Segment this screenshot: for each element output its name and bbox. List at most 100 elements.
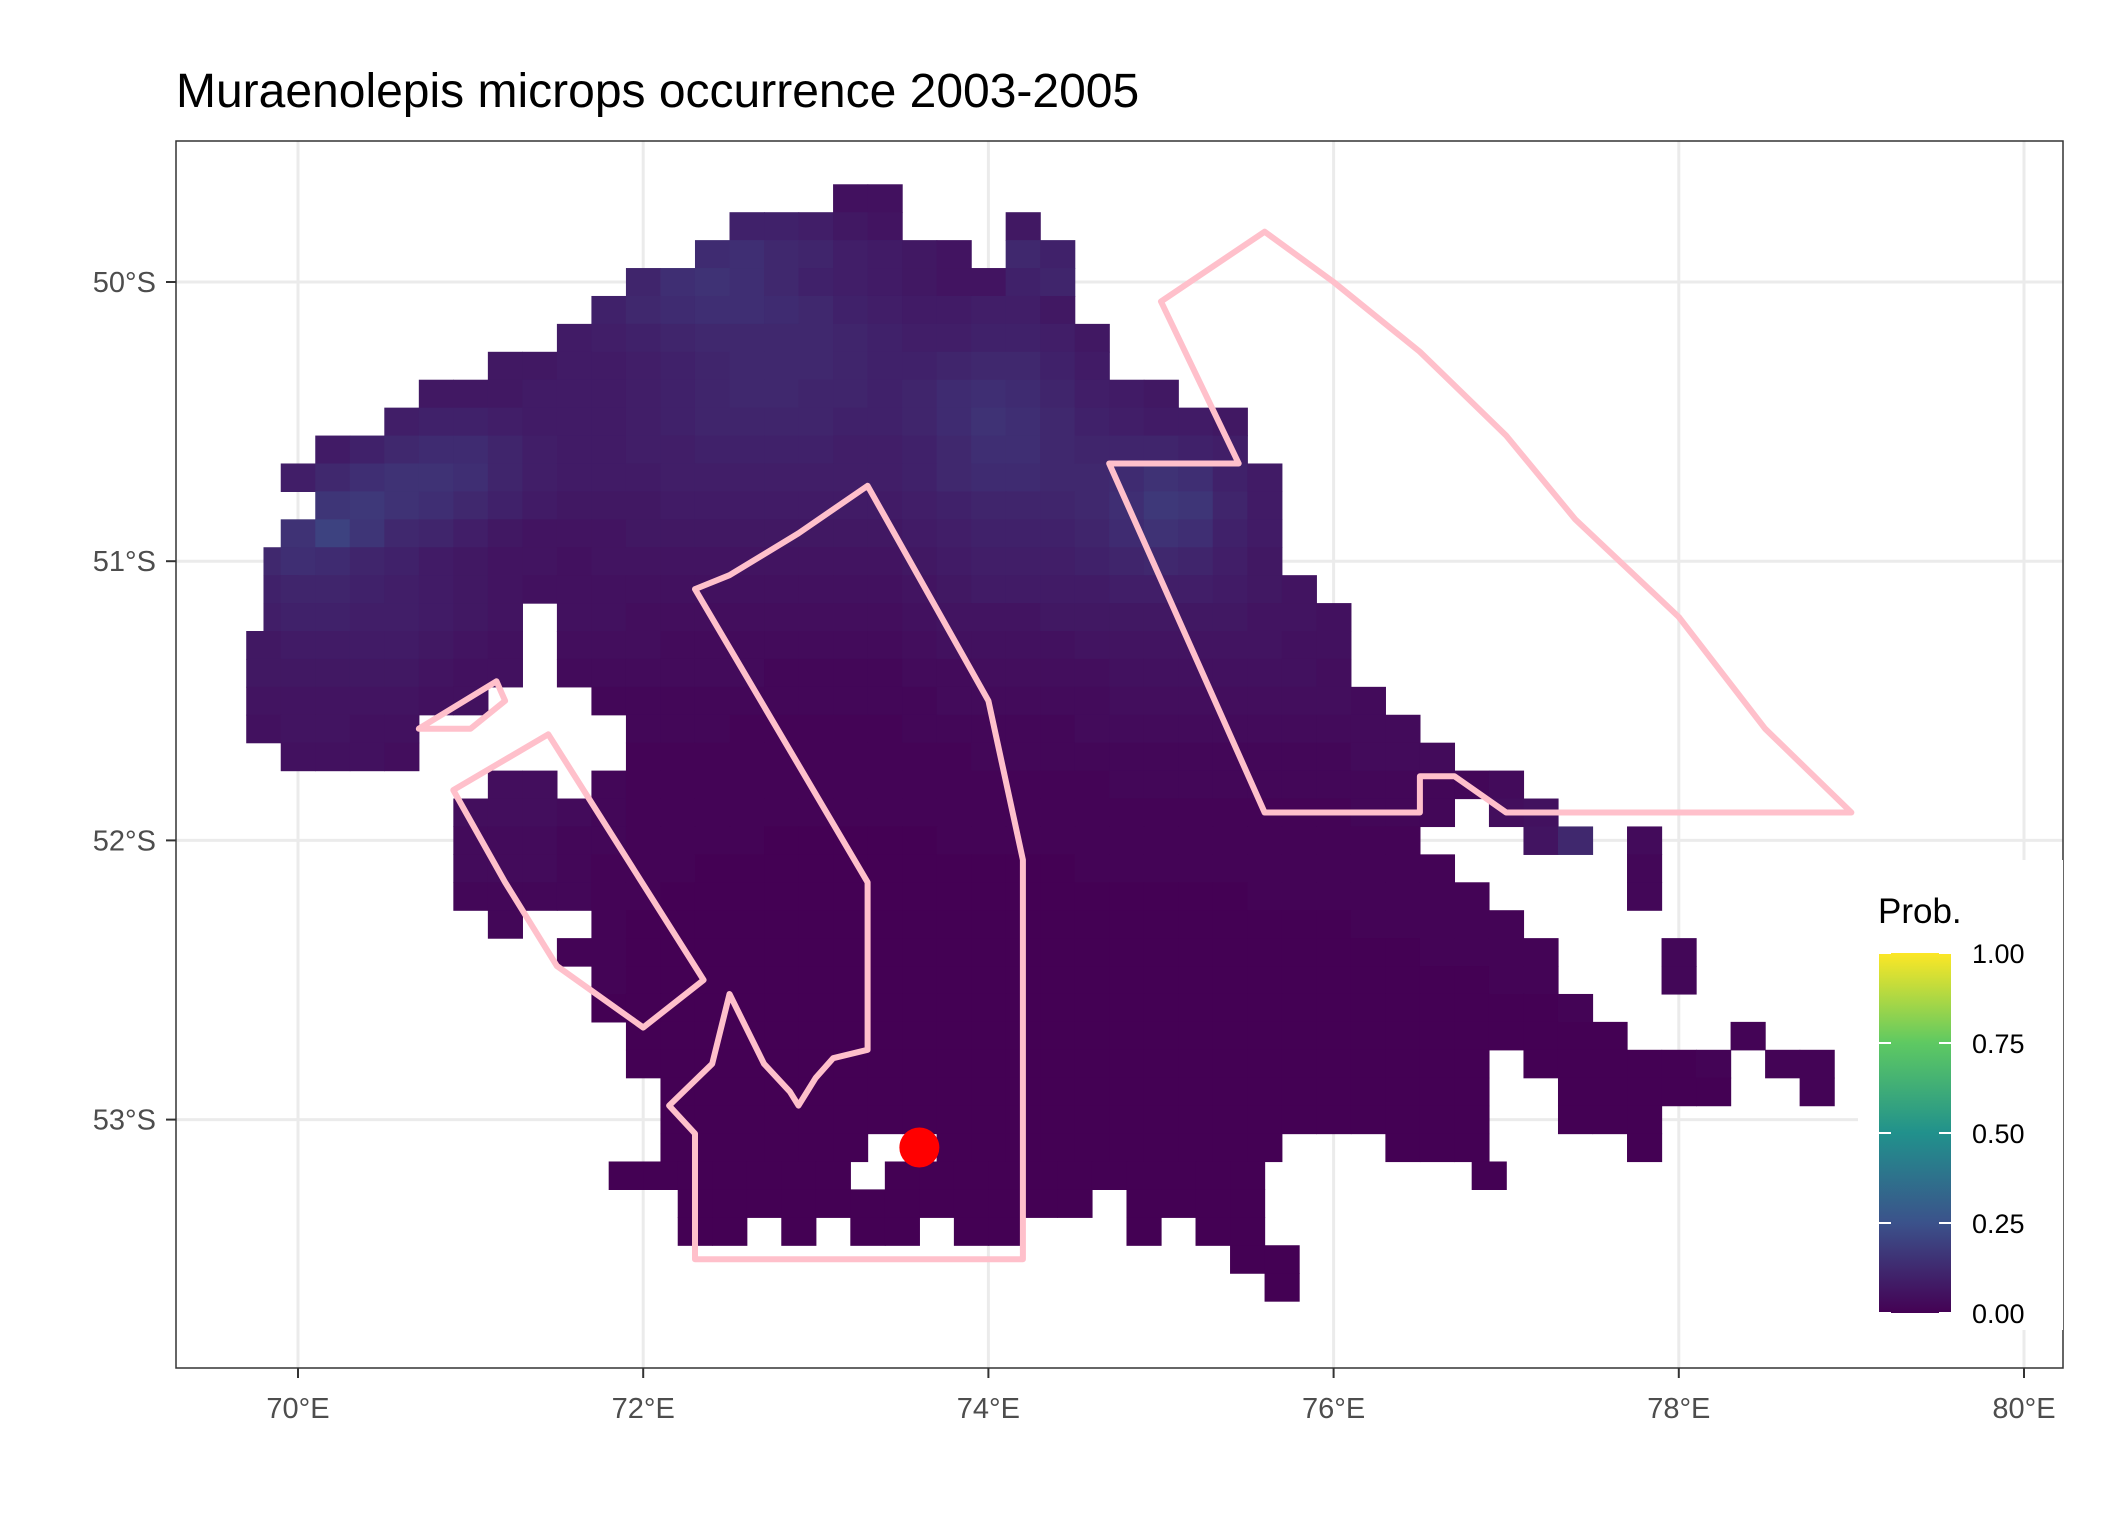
heatmap-cell bbox=[694, 1077, 731, 1107]
heatmap-cell bbox=[1281, 826, 1317, 855]
heatmap-cell bbox=[1040, 686, 1076, 716]
heatmap-cell bbox=[1523, 1021, 1559, 1051]
heatmap-cell bbox=[867, 910, 903, 939]
heatmap-cell bbox=[867, 826, 903, 855]
heatmap-cell bbox=[902, 351, 938, 381]
heatmap-cell bbox=[798, 1133, 834, 1163]
heatmap-cell bbox=[660, 323, 696, 353]
heatmap-cell bbox=[591, 966, 627, 995]
heatmap-cell bbox=[591, 686, 627, 716]
heatmap-cell bbox=[798, 547, 834, 576]
heatmap-cell bbox=[1419, 1133, 1456, 1163]
heatmap-cell bbox=[660, 379, 696, 409]
heatmap-cell bbox=[694, 770, 731, 800]
heatmap-cell bbox=[694, 1105, 731, 1135]
heatmap-cell bbox=[867, 631, 903, 660]
heatmap-cell bbox=[556, 323, 593, 353]
heatmap-cell bbox=[1040, 770, 1076, 800]
heatmap-cell bbox=[591, 519, 627, 548]
heatmap-cell bbox=[384, 407, 420, 437]
heatmap-cell bbox=[487, 910, 523, 939]
heatmap-cell bbox=[591, 407, 627, 437]
heatmap-cell bbox=[1488, 1021, 1525, 1051]
heatmap-cell bbox=[833, 798, 869, 828]
heatmap-cell bbox=[729, 1077, 765, 1107]
heatmap-cell bbox=[1247, 993, 1283, 1023]
heatmap-cell bbox=[936, 686, 972, 716]
heatmap-cell bbox=[1247, 1133, 1283, 1163]
heatmap-cell bbox=[867, 658, 903, 688]
heatmap-cell bbox=[1074, 1077, 1110, 1107]
heatmap-cell bbox=[764, 323, 800, 353]
heatmap-cell bbox=[1143, 1077, 1179, 1107]
heatmap-cell bbox=[729, 323, 765, 353]
heatmap-cell bbox=[867, 1105, 903, 1135]
heatmap-cell bbox=[453, 435, 489, 465]
heatmap-cell bbox=[1230, 1245, 1266, 1274]
heatmap-cell bbox=[453, 854, 489, 883]
heatmap-cell bbox=[1765, 1049, 1801, 1079]
heatmap-cell bbox=[1316, 993, 1352, 1023]
heatmap-cell bbox=[1212, 658, 1248, 688]
heatmap-cell bbox=[729, 575, 765, 604]
heatmap-cell bbox=[1005, 686, 1041, 716]
heatmap-cell bbox=[798, 826, 834, 855]
heatmap-cell bbox=[1212, 491, 1248, 520]
heatmap-cell bbox=[971, 882, 1007, 911]
heatmap-cell bbox=[349, 603, 385, 632]
heatmap-cell bbox=[694, 938, 731, 967]
heatmap-cell bbox=[1247, 491, 1283, 520]
heatmap-cell bbox=[936, 575, 972, 604]
heatmap-cell bbox=[781, 1189, 817, 1218]
heatmap-cell bbox=[384, 519, 420, 548]
heatmap-cell bbox=[1143, 686, 1179, 716]
heatmap-cell bbox=[1385, 1077, 1421, 1107]
heatmap-cell bbox=[1661, 1077, 1697, 1107]
heatmap-cell bbox=[625, 435, 662, 465]
heatmap-cell bbox=[1040, 407, 1076, 437]
heatmap-cell bbox=[591, 603, 627, 632]
heatmap-cell bbox=[764, 658, 800, 688]
heatmap-cell bbox=[1040, 882, 1076, 911]
heatmap-cell bbox=[833, 240, 869, 269]
heatmap-cell bbox=[608, 1161, 644, 1190]
heatmap-cell bbox=[1385, 882, 1421, 911]
heatmap-cell bbox=[971, 826, 1007, 855]
heatmap-cell bbox=[1178, 519, 1214, 548]
heatmap-cell bbox=[867, 882, 903, 911]
heatmap-cell bbox=[349, 491, 385, 520]
heatmap-cell bbox=[971, 547, 1007, 576]
heatmap-cell bbox=[1109, 854, 1145, 883]
heatmap-cell bbox=[625, 938, 662, 967]
heatmap-cell bbox=[349, 631, 385, 660]
heatmap-cell bbox=[764, 240, 800, 269]
heatmap-cell bbox=[833, 435, 869, 465]
heatmap-cell bbox=[1316, 910, 1352, 939]
heatmap-cell bbox=[1178, 1021, 1214, 1051]
heatmap-cell bbox=[1074, 491, 1110, 520]
heatmap-cell bbox=[798, 686, 834, 716]
heatmap-cell bbox=[349, 686, 385, 716]
heatmap-cell bbox=[1247, 826, 1283, 855]
heatmap-cell bbox=[1109, 435, 1145, 465]
heatmap-cell bbox=[1005, 435, 1041, 465]
heatmap-cell bbox=[694, 435, 731, 465]
heatmap-cell bbox=[1281, 714, 1317, 744]
heatmap-cell bbox=[798, 854, 834, 883]
heatmap-cell bbox=[1350, 1049, 1386, 1079]
heatmap-cell bbox=[1143, 463, 1179, 492]
heatmap-cell bbox=[694, 686, 731, 716]
heatmap-cell bbox=[625, 268, 662, 297]
heatmap-cell bbox=[867, 379, 903, 409]
heatmap-cell bbox=[694, 547, 731, 576]
heatmap-cell bbox=[1109, 938, 1145, 967]
heatmap-cell bbox=[729, 1133, 765, 1163]
heatmap-cell bbox=[487, 631, 523, 660]
legend-tick-label: 1.00 bbox=[1972, 939, 2025, 969]
heatmap-cell bbox=[1074, 379, 1110, 409]
heatmap-cell bbox=[729, 938, 765, 967]
heatmap-cell bbox=[1143, 658, 1179, 688]
heatmap-cell bbox=[349, 463, 385, 492]
heatmap-cell bbox=[746, 1189, 782, 1218]
heatmap-cell bbox=[1316, 631, 1352, 660]
